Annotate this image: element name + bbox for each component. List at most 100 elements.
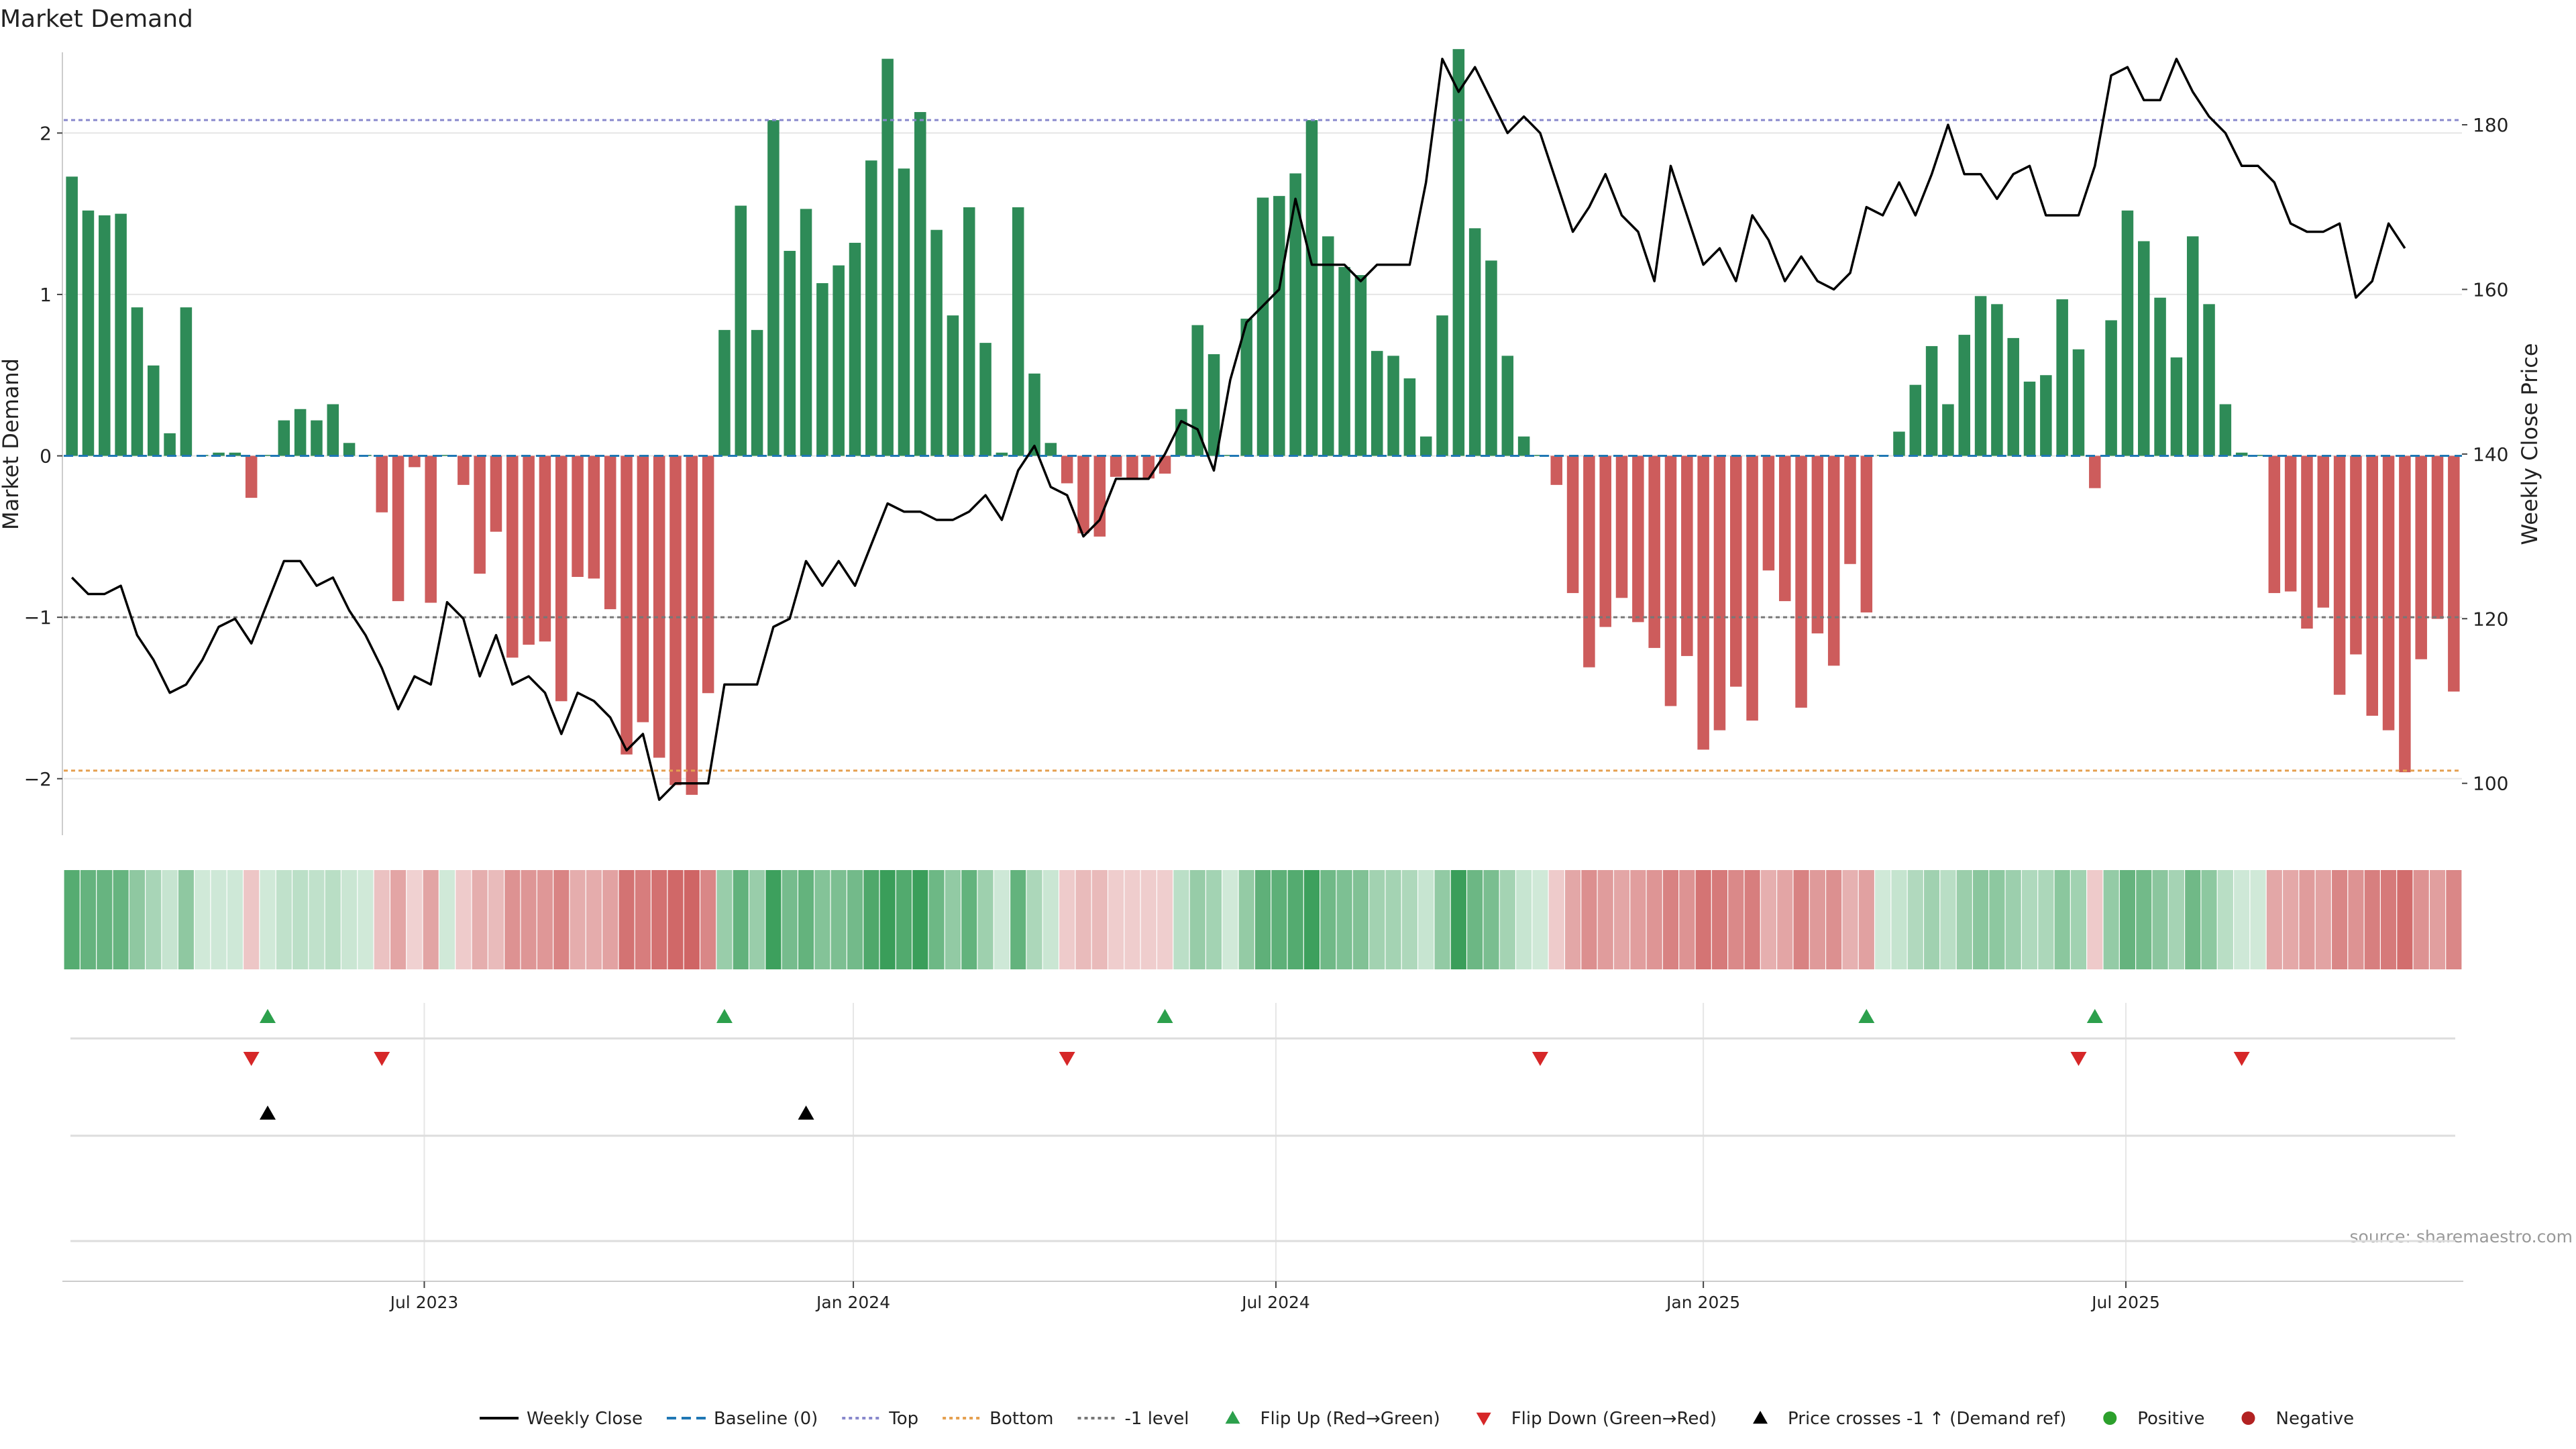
legend-label: Negative	[2276, 1409, 2355, 1429]
demand-bar	[2431, 455, 2444, 619]
heat-cell	[2234, 870, 2250, 969]
demand-bar	[506, 455, 519, 658]
flip-up-marker	[1858, 1009, 1875, 1023]
heat-cell	[2021, 870, 2038, 969]
close-line-layer	[70, 58, 2406, 801]
heat-cell	[1973, 870, 1989, 969]
left-tick-label: 0	[40, 445, 52, 468]
heat-cell	[1336, 870, 1352, 969]
demand-bar	[833, 265, 845, 456]
heat-cell	[798, 870, 814, 969]
flip-up-marker	[716, 1009, 733, 1023]
heat-cell	[1744, 870, 1760, 969]
heat-cell	[309, 870, 325, 969]
demand-bar	[1664, 455, 1677, 706]
demand-bar	[784, 250, 796, 456]
demand-bar	[2203, 304, 2215, 456]
heat-cell	[374, 870, 390, 969]
heat-cell	[1679, 870, 1695, 969]
heat-cell	[684, 870, 700, 969]
demand-bar	[1844, 455, 1856, 564]
heat-cell	[292, 870, 309, 969]
heat-cell	[1548, 870, 1564, 969]
heat-cell	[195, 870, 211, 969]
legend-swatch	[1225, 1411, 1240, 1424]
heat-cell	[455, 870, 472, 969]
demand-bar	[1925, 345, 1938, 456]
heat-cell	[2070, 870, 2087, 969]
demand-bar	[1991, 304, 2003, 456]
heat-cell	[1157, 870, 1173, 969]
heat-cell	[1646, 870, 1662, 969]
demand-bar	[1110, 455, 1122, 477]
heat-cell	[749, 870, 765, 969]
demand-bar	[1142, 455, 1155, 479]
demand-bar	[1468, 228, 1481, 456]
heat-cell	[325, 870, 341, 969]
demand-bar	[2040, 375, 2052, 456]
demand-bar	[180, 307, 193, 456]
legend-item: Baseline (0)	[666, 1409, 818, 1429]
demand-bar	[653, 455, 665, 758]
demand-heat-strip	[64, 870, 2462, 969]
demand-bar	[1403, 378, 1416, 456]
demand-bar	[490, 455, 502, 532]
heat-cell	[570, 870, 586, 969]
demand-bar	[1517, 436, 1530, 456]
legend-swatch	[1753, 1411, 1768, 1424]
demand-bar	[229, 452, 241, 456]
legend-item: Flip Up (Red→Green)	[1225, 1409, 1440, 1429]
demand-bar	[2235, 452, 2248, 456]
heat-cell	[1059, 870, 1075, 969]
heat-cell	[97, 870, 113, 969]
heat-cell	[2038, 870, 2054, 969]
demand-bar	[441, 455, 453, 456]
left-axis-title: Market Demand	[0, 358, 23, 530]
demand-bar	[343, 443, 356, 456]
heat-cell	[1760, 870, 1776, 969]
chart-title: Market Demand	[0, 5, 193, 33]
right-tick-label: 120	[2473, 608, 2508, 630]
right-axis-title: Weekly Close Price	[2517, 343, 2542, 545]
demand-bar	[2007, 337, 2019, 456]
demand-bar	[278, 420, 290, 456]
heat-cell	[1026, 870, 1042, 969]
legend-label: Weekly Close	[527, 1409, 643, 1429]
heat-cell	[2348, 870, 2364, 969]
heat-cell	[227, 870, 243, 969]
heat-cell	[244, 870, 260, 969]
heat-cell	[146, 870, 162, 969]
demand-bar	[996, 452, 1008, 456]
legend-label: Flip Down (Green→Red)	[1511, 1409, 1717, 1429]
demand-bar	[425, 455, 437, 603]
demand-bar	[2056, 299, 2068, 456]
demand-bar	[1419, 436, 1432, 456]
demand-bar	[148, 365, 160, 456]
heat-cell	[2217, 870, 2233, 969]
heat-cell	[1303, 870, 1320, 969]
demand-bar	[1061, 455, 1073, 484]
demand-bar	[294, 409, 307, 456]
demand-bar	[1632, 455, 1644, 623]
demand-bar	[1305, 120, 1318, 456]
heat-cell	[1875, 870, 1891, 969]
heat-cell	[1597, 870, 1613, 969]
demand-bar	[604, 455, 616, 610]
demand-bar	[1354, 275, 1367, 456]
heat-cell	[2005, 870, 2021, 969]
heat-cell	[1516, 870, 1532, 969]
heat-cell	[390, 870, 407, 969]
demand-bar	[637, 455, 649, 722]
demand-bar	[2219, 404, 2232, 456]
demand-bar	[1175, 409, 1187, 456]
heat-cell	[1989, 870, 2005, 969]
demand-bar	[2382, 455, 2395, 731]
heat-cell	[1793, 870, 1809, 969]
demand-bar	[914, 112, 926, 456]
right-tick-label: 100	[2473, 773, 2508, 795]
flip-down-marker	[374, 1052, 390, 1066]
heat-cell	[1238, 870, 1254, 969]
demand-bar	[865, 160, 877, 456]
demand-bar	[523, 455, 535, 645]
